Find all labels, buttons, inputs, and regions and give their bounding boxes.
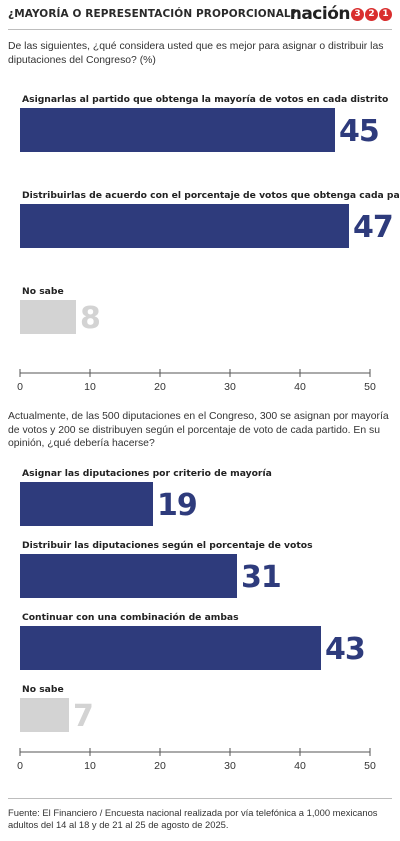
page-title: ¿MAYORÍA O REPRESENTACIÓN PROPORCIONAL? xyxy=(8,8,297,20)
category-label: Asignarlas al partido que obtenga la may… xyxy=(22,94,388,105)
x-tick-label: 0 xyxy=(17,381,23,392)
chart-2: Asignar las diputaciones por criterio de… xyxy=(0,450,400,772)
bar xyxy=(20,204,349,248)
x-tick-label: 50 xyxy=(364,760,376,772)
value-label: 31 xyxy=(241,560,281,595)
x-tick-label: 10 xyxy=(84,381,96,392)
bar-chart: Asignar las diputaciones por criterio de… xyxy=(17,468,376,772)
bar xyxy=(20,626,321,670)
question-2: Actualmente, de las 500 diputaciones en … xyxy=(8,411,389,449)
logo-digit: 2 xyxy=(365,7,378,21)
x-tick-label: 10 xyxy=(84,760,96,772)
bar xyxy=(20,698,69,732)
logo-word: nación xyxy=(289,4,351,24)
header: ¿MAYORÍA O REPRESENTACIÓN PROPORCIONAL? … xyxy=(0,0,400,30)
x-tick-label: 30 xyxy=(224,381,236,392)
value-label: 45 xyxy=(339,114,379,149)
divider xyxy=(8,798,392,799)
logo-digit: 3 xyxy=(351,7,364,21)
x-tick-label: 40 xyxy=(294,760,306,772)
bar xyxy=(20,554,237,598)
x-tick-label: 30 xyxy=(224,760,236,772)
category-label: No sabe xyxy=(22,684,64,695)
bar xyxy=(20,482,153,526)
bar xyxy=(20,108,335,152)
category-label: Distribuirlas de acuerdo con el porcenta… xyxy=(22,190,400,201)
x-tick-label: 20 xyxy=(154,381,166,392)
value-label: 47 xyxy=(353,210,393,245)
chart-1: Asignarlas al partido que obtenga la may… xyxy=(0,80,400,392)
category-label: No sabe xyxy=(22,286,64,297)
category-label: Distribuir las diputaciones según el por… xyxy=(22,540,313,551)
value-label: 8 xyxy=(80,301,100,336)
brand-logo: nación 3 2 1 xyxy=(290,4,392,24)
x-tick-label: 0 xyxy=(17,760,23,772)
x-tick-label: 40 xyxy=(294,381,306,392)
category-label: Asignar las diputaciones por criterio de… xyxy=(22,468,272,479)
value-label: 7 xyxy=(73,699,93,734)
divider xyxy=(8,29,392,30)
bar-chart: Asignarlas al partido que obtenga la may… xyxy=(17,94,400,392)
logo-digit: 1 xyxy=(379,7,392,21)
value-label: 43 xyxy=(325,632,365,667)
x-tick-label: 20 xyxy=(154,760,166,772)
value-label: 19 xyxy=(157,488,197,523)
question-1: De las siguientes, ¿qué considera usted … xyxy=(8,41,384,66)
source-note: Fuente: El Financiero / Encuesta naciona… xyxy=(8,807,378,830)
bar xyxy=(20,300,76,334)
x-tick-label: 50 xyxy=(364,381,376,392)
category-label: Continuar con una combinación de ambas xyxy=(22,612,239,623)
